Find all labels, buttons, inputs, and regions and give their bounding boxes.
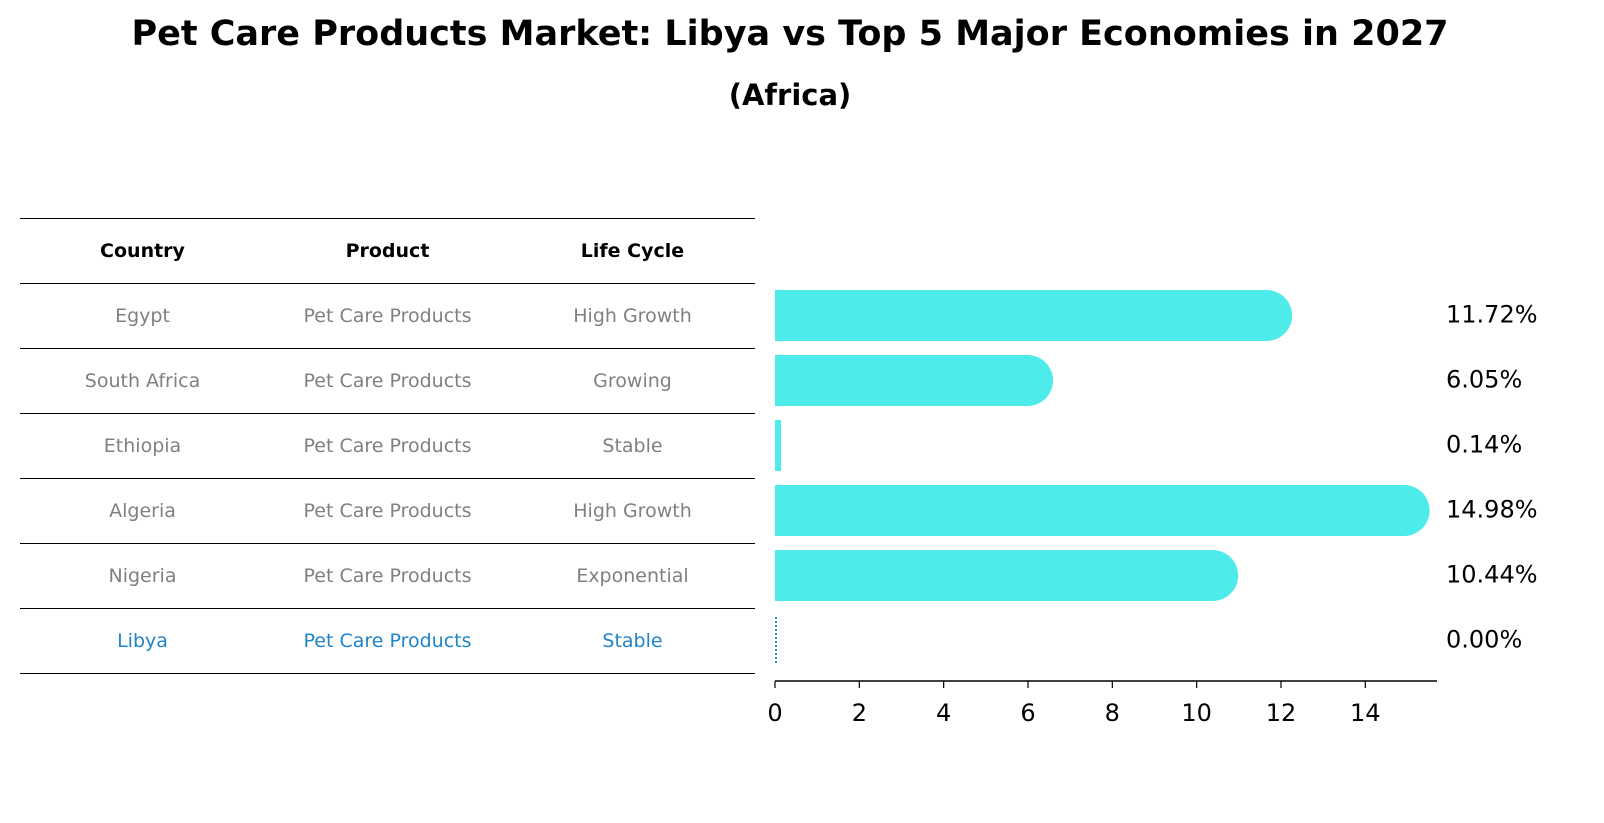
table-row: Ethiopia Pet Care Products Stable [20, 413, 755, 478]
table-row-highlighted: Libya Pet Care Products Stable [20, 608, 755, 674]
table-row: Algeria Pet Care Products High Growth [20, 478, 755, 543]
bar-value-label: 0.14% [1446, 431, 1522, 459]
bar-value-label: 0.00% [1446, 626, 1522, 654]
cell-country: Nigeria [108, 565, 177, 587]
bar [775, 485, 1430, 536]
bar [775, 550, 1239, 601]
cell-country: Libya [117, 630, 168, 652]
bar [775, 290, 1293, 341]
cell-product: Pet Care Products [303, 630, 472, 652]
cell-life-cycle: High Growth [573, 305, 692, 327]
bar [775, 355, 1054, 406]
x-tick-label: 10 [1181, 699, 1212, 727]
cell-life-cycle: Stable [602, 435, 663, 457]
bar-value-label: 11.72% [1446, 301, 1538, 329]
data-table: Country Product Life Cycle Egypt Pet Car… [20, 218, 755, 674]
header-product: Product [345, 240, 430, 262]
cell-life-cycle: Stable [602, 630, 663, 652]
header-country: Country [100, 240, 185, 262]
x-tick-label: 12 [1266, 699, 1297, 727]
cell-country: Ethiopia [103, 435, 182, 457]
cell-country: Algeria [109, 500, 176, 522]
bar [775, 420, 781, 471]
cell-product: Pet Care Products [303, 370, 472, 392]
cell-product: Pet Care Products [303, 305, 472, 327]
x-tick-label: 4 [936, 699, 951, 727]
x-tick-label: 0 [767, 699, 782, 727]
x-tick-label: 8 [1105, 699, 1120, 727]
table-row: Nigeria Pet Care Products Exponential [20, 543, 755, 608]
cell-product: Pet Care Products [303, 565, 472, 587]
x-tick-label: 14 [1350, 699, 1381, 727]
cell-life-cycle: Growing [593, 370, 672, 392]
table-header-row: Country Product Life Cycle [20, 218, 755, 283]
cell-country: South Africa [84, 370, 201, 392]
cell-country: Egypt [115, 305, 170, 327]
table-row: Egypt Pet Care Products High Growth [20, 283, 755, 348]
cell-life-cycle: High Growth [573, 500, 692, 522]
cell-life-cycle: Exponential [576, 565, 689, 587]
x-tick-label: 2 [852, 699, 867, 727]
cell-product: Pet Care Products [303, 500, 472, 522]
cell-product: Pet Care Products [303, 435, 472, 457]
bar-value-label: 10.44% [1446, 561, 1538, 589]
table-row: South Africa Pet Care Products Growing [20, 348, 755, 413]
x-tick-label: 6 [1020, 699, 1035, 727]
header-life-cycle: Life Cycle [580, 240, 685, 262]
chart-subtitle: (Africa) [728, 78, 852, 112]
chart-title: Pet Care Products Market: Libya vs Top 5… [131, 14, 1449, 54]
bar-value-label: 6.05% [1446, 366, 1522, 394]
bar-value-label: 14.98% [1446, 496, 1538, 524]
